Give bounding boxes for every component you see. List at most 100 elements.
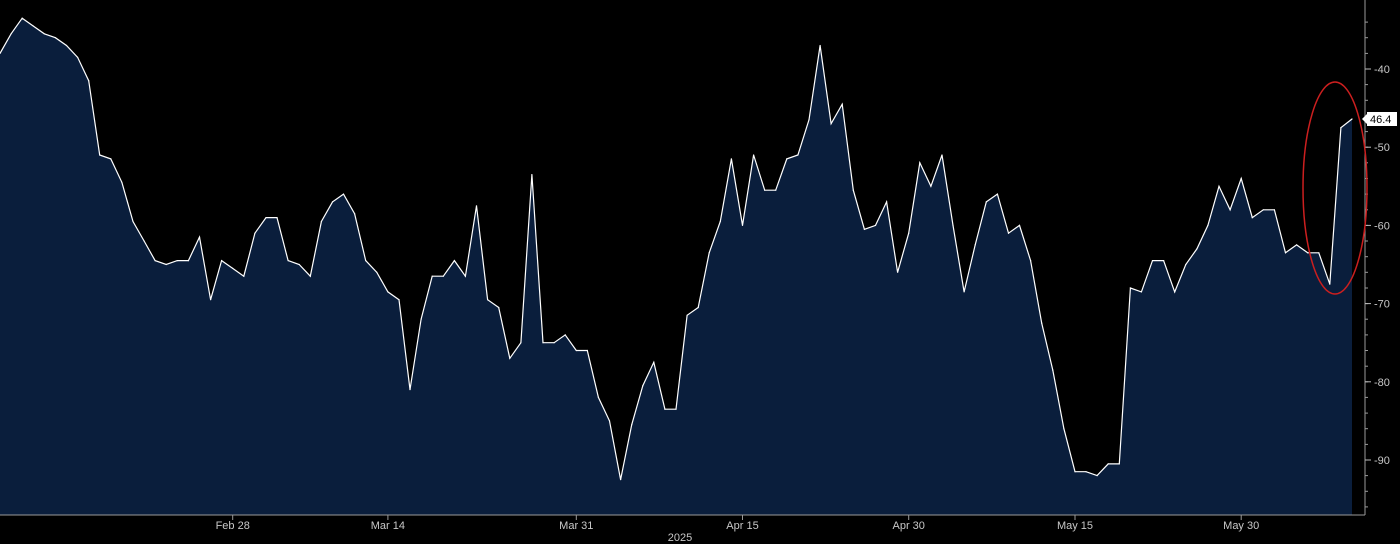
data-point <box>176 260 178 262</box>
data-point <box>32 25 34 27</box>
data-point <box>1318 252 1320 254</box>
data-point <box>320 220 322 223</box>
data-point <box>664 408 666 410</box>
data-point <box>475 205 478 207</box>
data-point <box>974 244 976 246</box>
data-point <box>121 181 123 183</box>
data-point <box>1030 260 1032 262</box>
data-point <box>198 236 201 238</box>
data-point <box>287 260 289 262</box>
data-point <box>753 154 755 156</box>
data-point <box>309 275 311 277</box>
x-axis-year-label: 2025 <box>668 532 692 544</box>
data-point <box>830 123 832 125</box>
data-point <box>10 33 12 35</box>
data-point <box>154 260 156 262</box>
data-point <box>1041 322 1043 324</box>
data-point <box>553 342 555 344</box>
data-point <box>841 103 843 105</box>
data-point <box>741 224 744 226</box>
data-point <box>919 162 921 164</box>
axes: -40 -50 -60 -70 -80 -90 Feb 28 Mar 14 Mar 31 Apr … <box>0 0 1397 532</box>
data-point <box>653 361 655 363</box>
data-point <box>1207 224 1209 226</box>
data-point <box>531 174 533 176</box>
data-point <box>996 193 999 195</box>
data-point <box>43 33 45 35</box>
x-tick-label: Apr 15 <box>726 520 758 532</box>
data-point <box>1107 463 1109 465</box>
data-point <box>608 420 611 422</box>
data-point <box>221 260 223 262</box>
data-point <box>708 252 710 254</box>
data-point <box>775 189 777 191</box>
data-point <box>21 17 23 19</box>
data-point <box>254 232 256 234</box>
data-point <box>1185 263 1187 266</box>
data-point <box>764 189 766 191</box>
data-point <box>276 217 278 219</box>
plot-area <box>0 17 1353 515</box>
data-point <box>331 201 334 203</box>
data-point <box>232 267 234 269</box>
data-point <box>132 220 134 223</box>
data-point <box>0 52 1 54</box>
data-point <box>498 306 500 309</box>
y-tick-label: -70 <box>1374 299 1390 311</box>
data-point <box>342 193 345 195</box>
data-point <box>719 220 721 223</box>
data-point <box>930 185 932 187</box>
data-point <box>265 217 267 219</box>
data-point <box>431 275 433 277</box>
last-value-pointer <box>1362 114 1367 124</box>
x-tick-label: Feb 28 <box>216 520 250 532</box>
data-point <box>686 314 688 316</box>
data-point <box>863 228 866 230</box>
data-point <box>874 224 877 226</box>
data-point <box>952 224 954 226</box>
data-point <box>730 158 733 160</box>
data-point <box>243 275 245 277</box>
data-point <box>88 80 90 82</box>
data-point <box>464 275 466 277</box>
data-point <box>797 154 799 156</box>
data-point <box>376 271 378 273</box>
data-point <box>786 158 788 160</box>
data-point <box>897 271 899 273</box>
data-point <box>487 299 489 301</box>
data-point <box>1340 127 1342 129</box>
y-tick-label: -80 <box>1374 377 1390 389</box>
last-value-label: 46.4 <box>1370 114 1391 126</box>
series-area <box>0 18 1352 515</box>
data-point <box>564 334 566 336</box>
data-point <box>387 291 389 293</box>
data-point <box>210 299 212 301</box>
data-point <box>631 424 633 426</box>
data-point <box>1329 283 1331 285</box>
data-point <box>110 158 112 160</box>
data-point <box>398 299 400 301</box>
data-point <box>575 349 577 352</box>
data-point <box>143 240 145 242</box>
data-point <box>1351 118 1353 120</box>
data-point <box>1151 260 1154 262</box>
data-point <box>1196 248 1198 250</box>
data-point <box>642 385 644 387</box>
data-point <box>354 213 356 215</box>
data-point <box>409 389 411 391</box>
data-point <box>1074 471 1076 473</box>
data-point <box>298 263 300 266</box>
y-tick-label: -60 <box>1374 220 1390 232</box>
data-point <box>620 479 622 481</box>
data-point <box>597 396 600 398</box>
data-point <box>1296 244 1298 246</box>
data-point <box>941 154 943 156</box>
data-point <box>1096 475 1098 477</box>
data-point <box>586 349 588 352</box>
data-point <box>99 154 101 156</box>
x-tick-label: Mar 14 <box>371 520 405 532</box>
data-point <box>54 37 57 39</box>
last-value-box <box>1367 112 1397 126</box>
data-point <box>808 119 810 121</box>
